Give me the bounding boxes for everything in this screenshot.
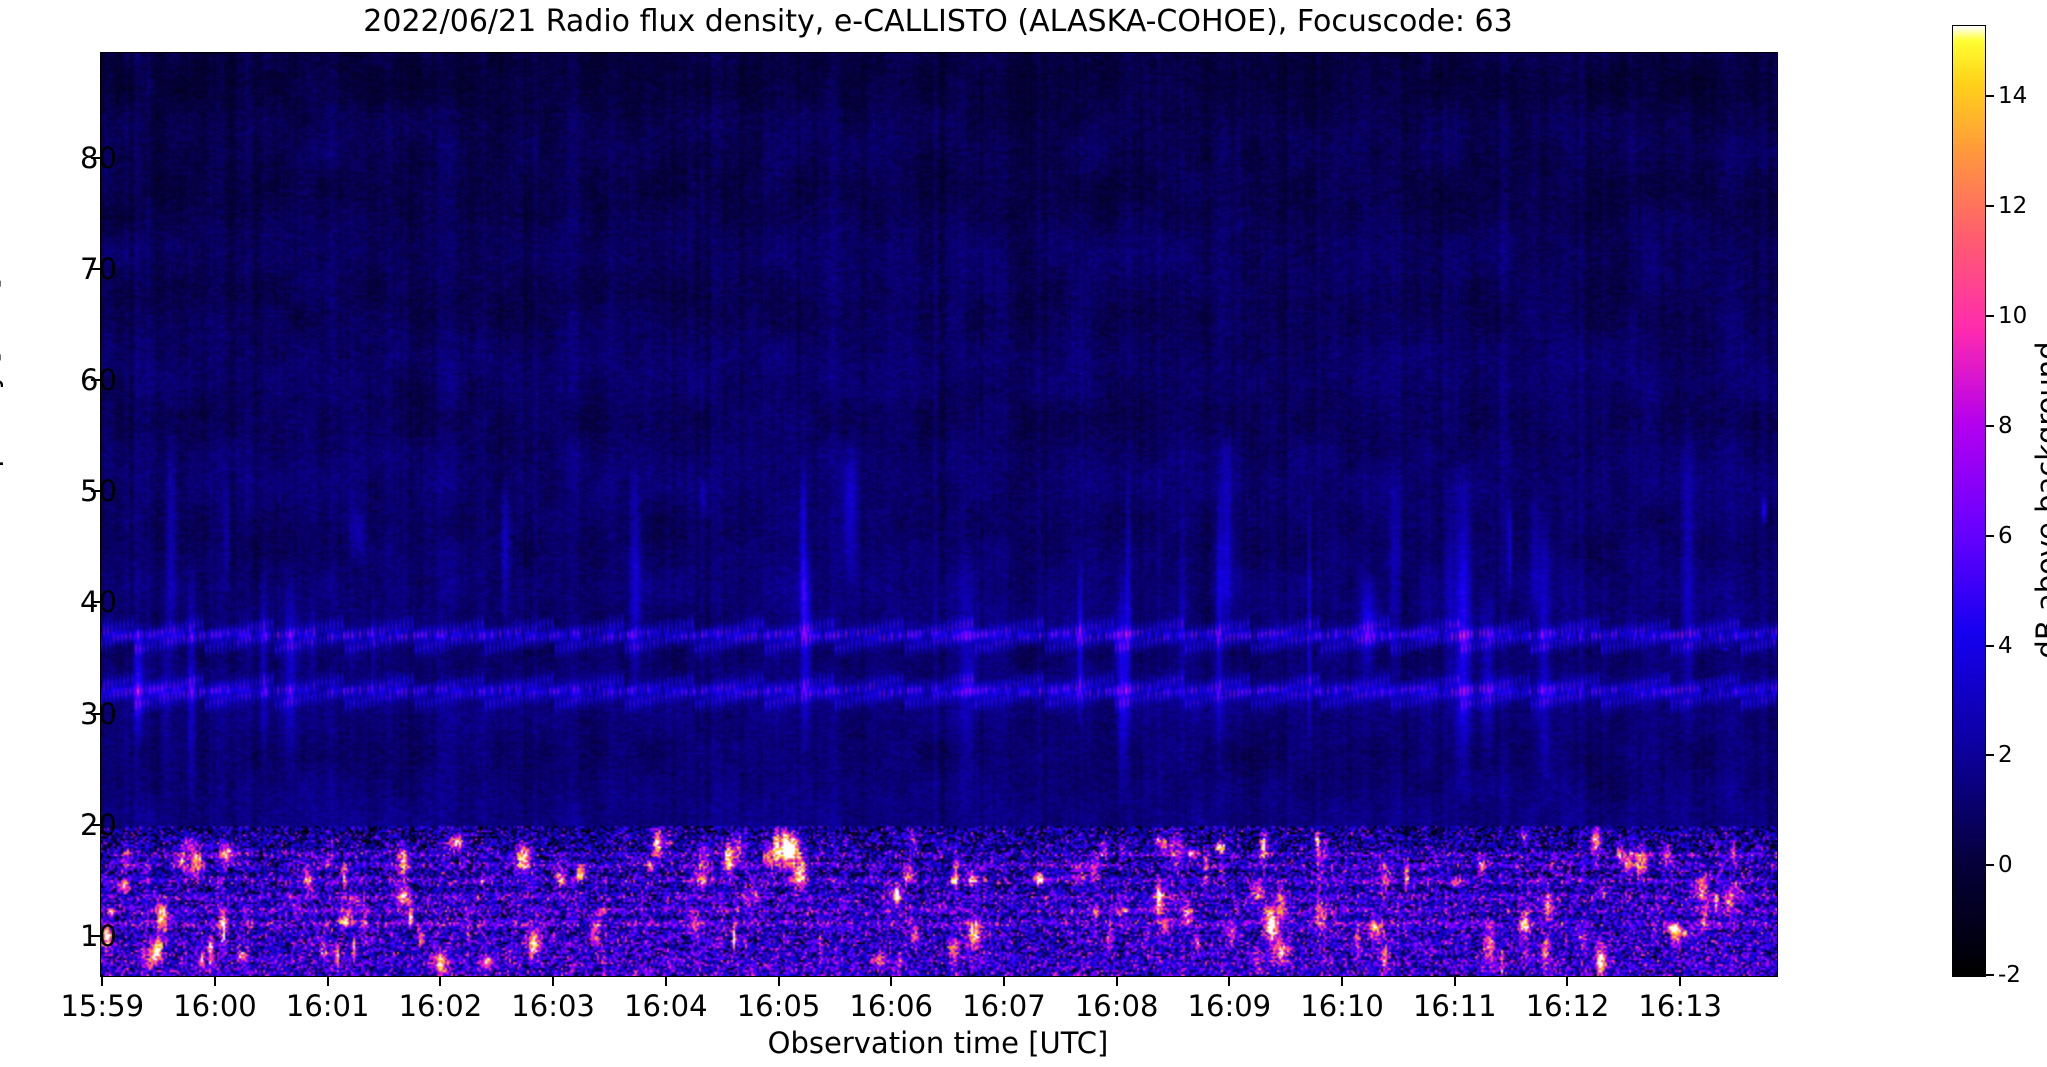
- x-tick-label: 16:09: [1187, 989, 1272, 1023]
- x-tick-mark: [777, 977, 780, 986]
- x-tick-mark: [326, 977, 329, 986]
- y-tick-mark: [91, 379, 100, 382]
- x-tick-mark: [1341, 977, 1344, 986]
- colorbar-tick-mark: [1986, 864, 1994, 867]
- y-tick-mark: [91, 712, 100, 715]
- x-tick-mark: [1002, 977, 1005, 986]
- colorbar-tick-mark: [1986, 315, 1994, 318]
- x-tick-label: 16:07: [962, 989, 1046, 1023]
- x-tick-mark: [1228, 977, 1231, 986]
- colorbar-tick-label: 0: [1998, 852, 2013, 879]
- x-tick-mark: [890, 977, 893, 986]
- y-tick-mark: [91, 490, 100, 493]
- y-tick-mark: [91, 601, 100, 604]
- colorbar-tick-label: 2: [1998, 742, 2013, 769]
- x-tick-label: 16:11: [1412, 989, 1497, 1023]
- x-tick-label: 16:08: [1074, 989, 1159, 1023]
- colorbar-canvas: [1953, 26, 1985, 976]
- colorbar-tick-mark: [1986, 974, 1994, 976]
- x-tick-label: 16:06: [849, 989, 934, 1023]
- x-tick-mark: [213, 977, 216, 986]
- colorbar-tick-label: 10: [1998, 303, 2028, 330]
- colorbar-tick-mark: [1986, 424, 1994, 427]
- colorbar-label: dB above background: [2030, 341, 2047, 659]
- colorbar-tick-mark: [1986, 95, 1994, 98]
- colorbar-tick-label: 4: [1998, 632, 2013, 659]
- colorbar-tick-mark: [1986, 754, 1994, 757]
- x-tick-mark: [1453, 977, 1456, 986]
- x-tick-label: 16:02: [398, 989, 483, 1023]
- x-tick-label: 16:03: [511, 989, 595, 1023]
- x-tick-label: 16:01: [285, 989, 370, 1023]
- colorbar-tick-label: 12: [1998, 193, 2028, 220]
- page-title: 2022/06/21 Radio flux density, e-CALLIST…: [363, 4, 1513, 39]
- colorbar-tick-mark: [1986, 534, 1994, 537]
- x-tick-label: 15:59: [60, 989, 145, 1023]
- colorbar-tick-label: 14: [1998, 83, 2028, 110]
- x-tick-mark: [101, 977, 104, 986]
- colorbar-tick-mark: [1986, 644, 1994, 647]
- x-tick-mark: [1679, 977, 1682, 986]
- x-tick-label: 16:12: [1525, 989, 1610, 1023]
- y-axis-label: Frequency [MHz]: [0, 278, 4, 522]
- x-tick-mark: [439, 977, 442, 986]
- colorbar[interactable]: [1952, 25, 1986, 977]
- y-tick-mark: [91, 267, 100, 270]
- x-tick-label: 16:10: [1300, 989, 1384, 1023]
- x-axis-label: Observation time [UTC]: [767, 1026, 1109, 1060]
- x-tick-mark: [1115, 977, 1118, 986]
- colorbar-tick-label: -2: [1998, 962, 2021, 988]
- x-tick-label: 16:05: [736, 989, 821, 1023]
- spectrogram-plot-area[interactable]: [100, 52, 1778, 977]
- x-tick-mark: [552, 977, 555, 986]
- x-tick-label: 16:13: [1638, 989, 1722, 1023]
- colorbar-tick-mark: [1986, 205, 1994, 208]
- spectrogram-canvas[interactable]: [101, 53, 1777, 976]
- colorbar-tick-label: 6: [1998, 522, 2013, 549]
- x-tick-label: 16:00: [173, 989, 257, 1023]
- y-tick-mark: [91, 823, 100, 826]
- y-tick-mark: [91, 156, 100, 159]
- x-tick-label: 16:04: [624, 989, 708, 1023]
- x-tick-mark: [664, 977, 667, 986]
- y-tick-mark: [91, 935, 100, 938]
- colorbar-tick-label: 8: [1998, 412, 2013, 439]
- x-tick-mark: [1566, 977, 1569, 986]
